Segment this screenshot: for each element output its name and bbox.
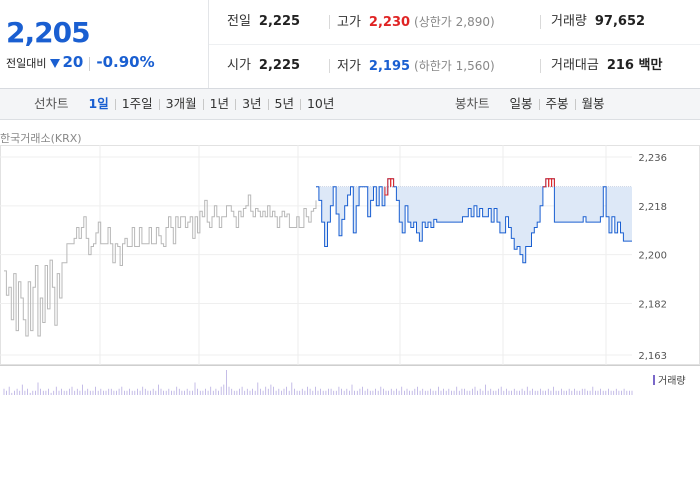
down-triangle-icon — [50, 59, 61, 68]
open-cell: 시가 2,225 — [227, 44, 300, 88]
above-ref-segment — [390, 178, 395, 187]
prev-close-cell: 전일 2,225 — [227, 0, 300, 44]
divider — [329, 59, 330, 73]
quote-detail-grid: 전일 2,225 고가 2,230 (상한가 2,890) 거래량 97,652 시가 2… — [209, 0, 700, 88]
upper-limit: (상한가 2,890) — [414, 15, 495, 29]
candle-tab-1[interactable]: 주봉 — [545, 96, 569, 111]
divider — [540, 15, 541, 29]
price-change-row: 전일대비 20 -0.90% — [6, 53, 155, 71]
change-value: 20 — [62, 53, 84, 71]
candle-chart-label: 봉차트 — [455, 96, 490, 111]
current-price: 2,205 — [6, 16, 91, 49]
low-value: 2,195 — [368, 59, 411, 74]
open-value: 2,225 — [258, 58, 301, 73]
candle-tab-2[interactable]: 월봉 — [581, 96, 605, 111]
y-tick-label: 2,163 — [638, 351, 667, 362]
high-value: 2,230 — [368, 15, 411, 30]
period-tab-0[interactable]: 1일 — [88, 96, 109, 111]
amount-label: 거래대금 — [551, 58, 599, 73]
period-tab-4[interactable]: 3년 — [242, 96, 262, 111]
low-label: 저가 — [337, 59, 361, 74]
high-cell: 고가 2,230 (상한가 2,890) — [337, 0, 495, 44]
prev-close-label: 전일 — [227, 14, 251, 29]
divider — [89, 56, 91, 71]
exchange-label: 한국거래소(KRX) — [0, 132, 82, 145]
volume-legend-label: 거래량 — [658, 376, 686, 387]
today-area-fill — [316, 186, 632, 263]
prev-session-line — [4, 194, 317, 337]
period-tab-3[interactable]: 1년 — [209, 96, 230, 111]
row-divider — [209, 44, 700, 45]
y-tick-label: 2,236 — [638, 153, 667, 164]
period-tab-1[interactable]: 1주일 — [121, 96, 153, 111]
divider — [540, 59, 541, 73]
above-ref-segment — [384, 186, 389, 196]
chart-toolbar: 선차트 1일 1주일 3개월 1년 3년 5년 10년 봉차트 일봉 주봉 월봉 — [0, 89, 700, 120]
tab-divider — [538, 99, 540, 110]
amount-value: 216 백만 — [606, 58, 663, 73]
tab-divider — [235, 99, 237, 110]
tab-divider — [267, 99, 269, 110]
tab-divider — [202, 99, 204, 110]
period-tab-2[interactable]: 3개월 — [165, 96, 197, 111]
lower-limit: (하한가 1,560) — [414, 59, 495, 73]
period-tab-5[interactable]: 5년 — [274, 96, 294, 111]
volume-value: 97,652 — [594, 14, 646, 29]
volume-label: 거래량 — [551, 14, 587, 29]
intraday-chart: 2,236 2,218 2,200 2,182 2,163 — [0, 145, 700, 395]
tab-divider — [574, 99, 576, 110]
open-label: 시가 — [227, 58, 251, 73]
amount-cell: 거래대금 216 백만 — [551, 44, 662, 88]
y-tick-label: 2,182 — [638, 299, 667, 310]
current-price-panel: 2,205 전일대비 20 -0.90% — [0, 0, 209, 88]
low-cell: 저가 2,195 (하한가 1,560) — [337, 44, 495, 88]
period-tab-6[interactable]: 10년 — [306, 96, 335, 111]
candle-tab-0[interactable]: 일봉 — [509, 96, 533, 111]
change-rate: -0.90% — [96, 53, 155, 71]
line-chart-tabs: 선차트 1일 1주일 3개월 1년 3년 5년 10년 — [34, 89, 340, 119]
high-label: 고가 — [337, 15, 361, 30]
today-price-line — [316, 178, 632, 264]
change-label: 전일대비 — [6, 57, 47, 70]
volume-swatch — [653, 375, 655, 385]
y-tick-label: 2,200 — [638, 251, 667, 262]
prev-close-value: 2,225 — [258, 14, 301, 29]
volume-cell: 거래량 97,652 — [551, 0, 645, 44]
volume-legend: 거래량 — [653, 372, 686, 387]
tab-divider — [114, 99, 116, 110]
tab-divider — [299, 99, 301, 110]
quote-summary: 2,205 전일대비 20 -0.90% 전일 2,225 고가 2,230 (상한가 2… — [0, 0, 700, 89]
divider — [329, 15, 330, 29]
y-tick-label: 2,218 — [638, 202, 667, 213]
tab-divider — [158, 99, 160, 110]
line-chart-label: 선차트 — [34, 96, 69, 111]
candle-chart-tabs: 봉차트 일봉 주봉 월봉 — [455, 89, 611, 119]
above-ref-segment — [551, 178, 555, 187]
